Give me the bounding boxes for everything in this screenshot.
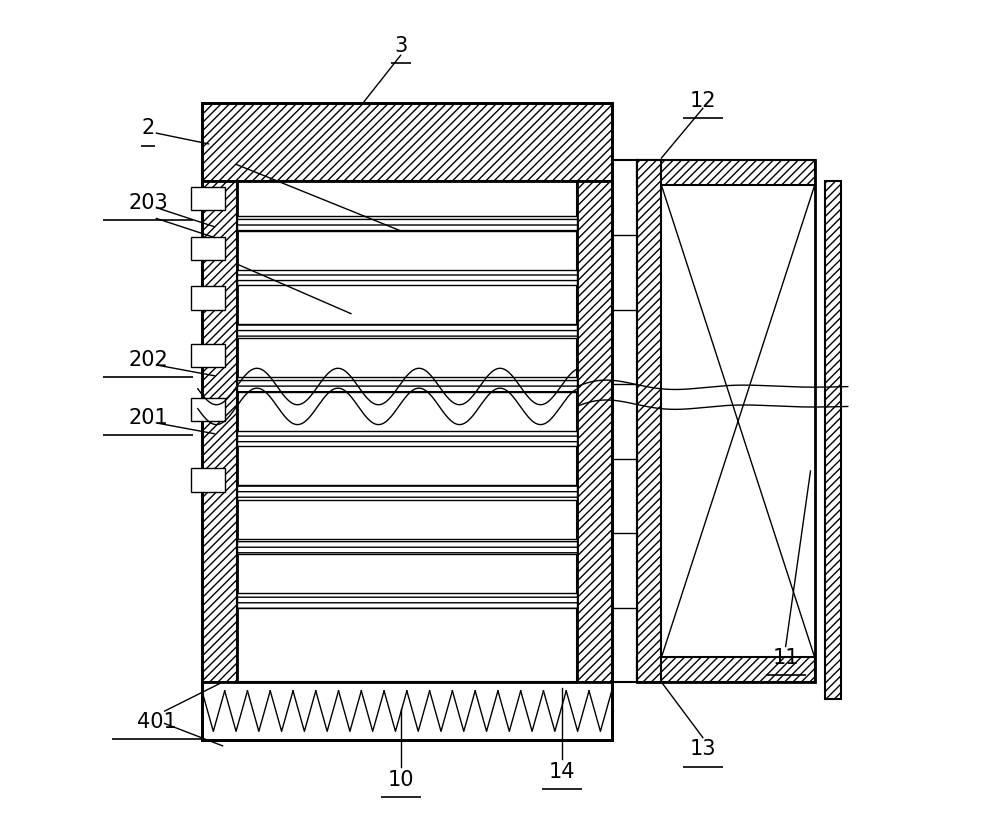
Bar <box>237 378 577 393</box>
Bar <box>577 182 612 682</box>
Text: 13: 13 <box>690 739 716 758</box>
Bar <box>637 161 661 682</box>
Text: 14: 14 <box>549 761 575 781</box>
Bar <box>202 682 612 740</box>
Bar <box>237 485 577 500</box>
Bar <box>202 682 612 740</box>
Bar <box>825 182 841 699</box>
Text: 201: 201 <box>128 408 168 428</box>
Text: 3: 3 <box>394 36 407 55</box>
Bar <box>237 270 577 285</box>
Bar <box>237 324 577 339</box>
Bar <box>191 237 225 261</box>
Bar <box>202 103 612 740</box>
Bar <box>191 345 225 368</box>
Bar <box>202 103 612 182</box>
Text: 401: 401 <box>137 711 176 731</box>
Bar <box>637 161 815 186</box>
Bar <box>637 161 815 682</box>
Bar <box>191 287 225 310</box>
Text: 203: 203 <box>128 193 168 213</box>
Text: 202: 202 <box>128 350 168 370</box>
Bar <box>237 432 577 447</box>
Bar <box>191 399 225 422</box>
Bar <box>191 469 225 492</box>
Text: 2: 2 <box>141 118 155 138</box>
Bar <box>237 539 577 554</box>
Bar <box>237 593 577 608</box>
Bar <box>202 182 237 682</box>
Text: 12: 12 <box>690 91 716 111</box>
Bar <box>237 217 577 232</box>
Bar <box>637 657 815 682</box>
Text: 11: 11 <box>772 648 799 667</box>
Text: 10: 10 <box>387 769 414 789</box>
Bar <box>191 188 225 211</box>
Bar <box>237 182 577 682</box>
